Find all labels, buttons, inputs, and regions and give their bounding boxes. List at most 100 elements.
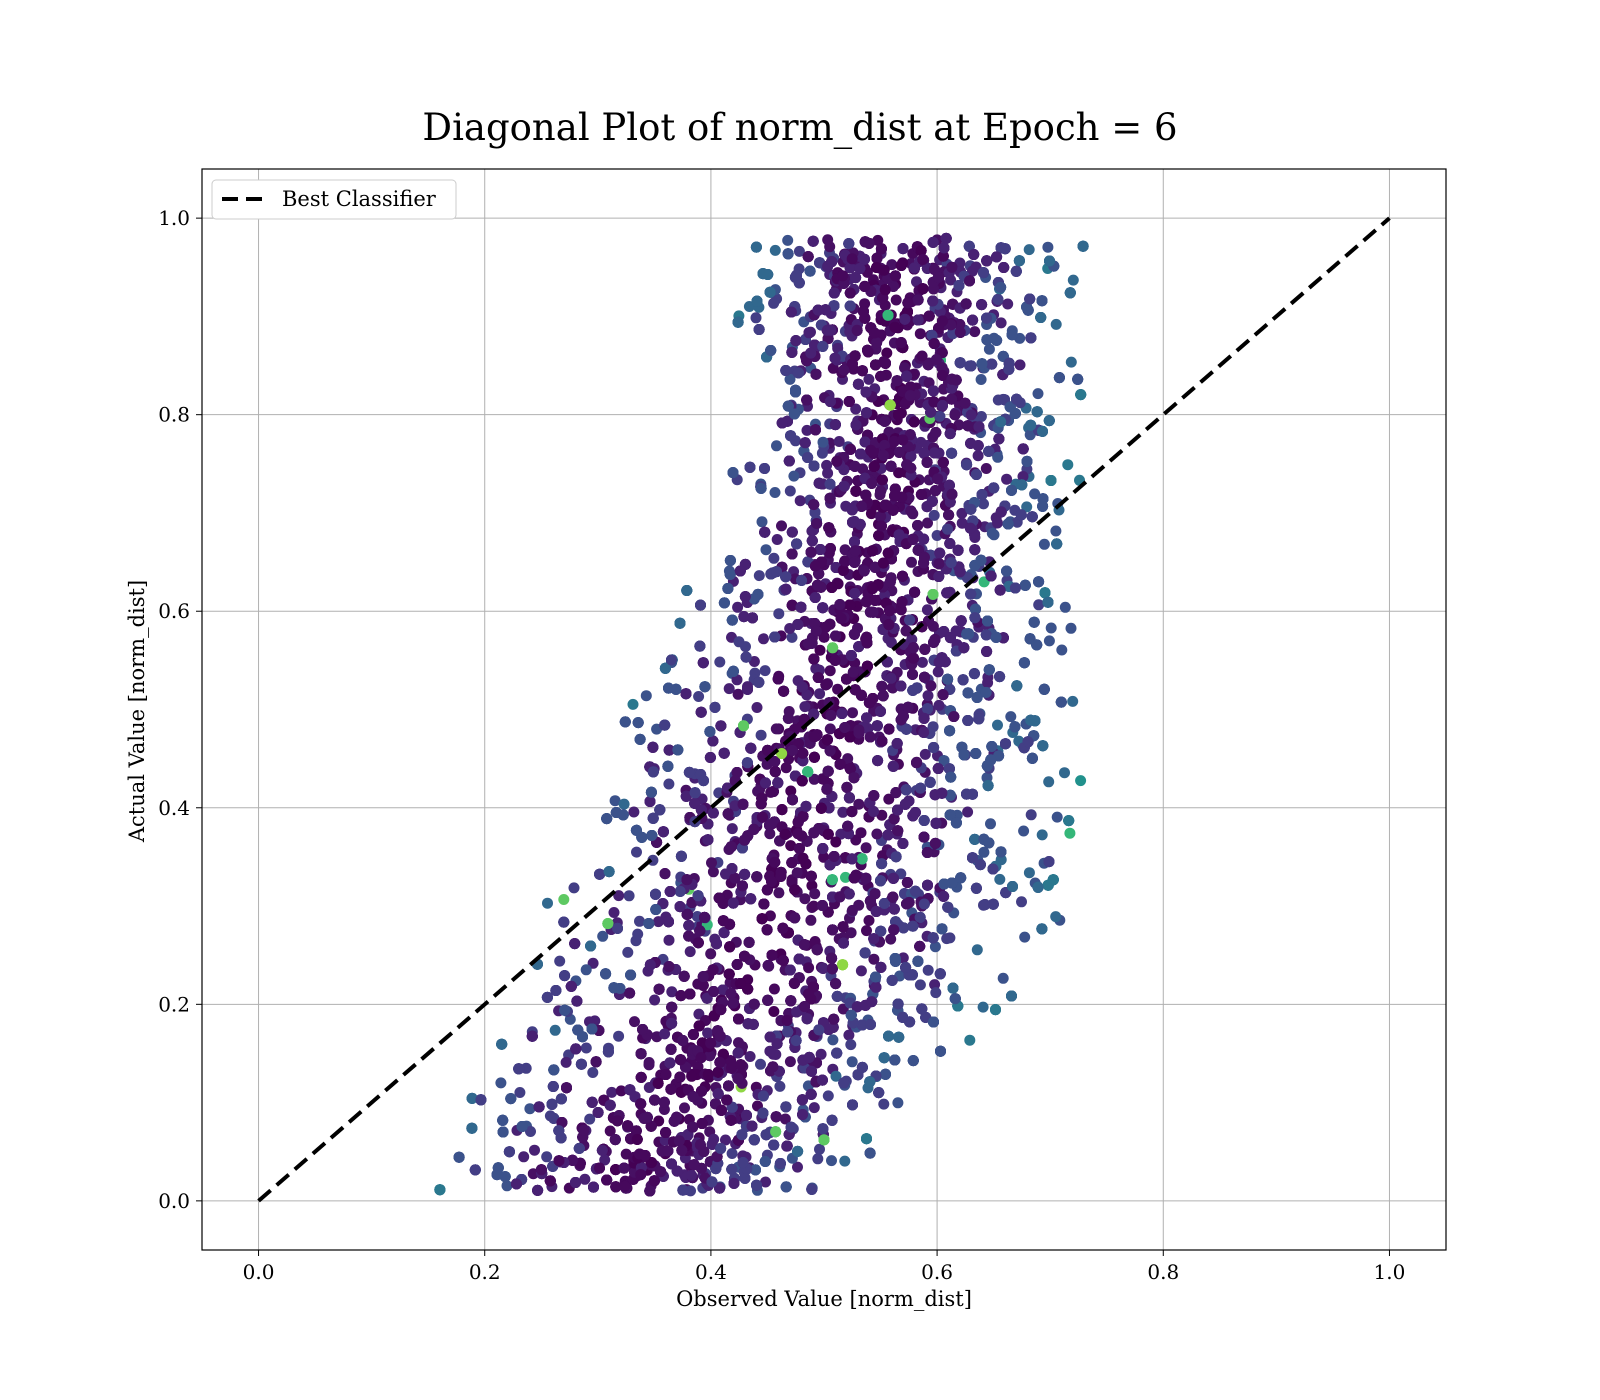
scatter-point <box>659 1028 670 1039</box>
scatter-point <box>782 235 793 246</box>
scatter-point <box>803 962 814 973</box>
scatter-point <box>628 699 639 710</box>
scatter-point <box>1050 911 1061 922</box>
scatter-point <box>518 1151 529 1162</box>
scatter-point <box>834 436 845 447</box>
scatter-point <box>579 1174 590 1185</box>
scatter-point <box>906 557 917 568</box>
scatter-point <box>781 762 792 773</box>
scatter-point <box>745 1051 756 1062</box>
scatter-point <box>773 887 784 898</box>
scatter-point <box>776 520 787 531</box>
scatter-point <box>569 882 580 893</box>
scatter-point <box>915 328 926 339</box>
scatter-point <box>771 723 782 734</box>
scatter-point <box>809 1102 820 1113</box>
scatter-point <box>989 529 1000 540</box>
scatter-point <box>978 1002 989 1013</box>
scatter-point <box>795 495 806 506</box>
scatter-point <box>774 1081 785 1092</box>
scatter-point <box>756 730 767 741</box>
scatter-point <box>981 463 992 474</box>
scatter-point <box>992 518 1003 529</box>
scatter-point <box>664 935 675 946</box>
scatter-points <box>434 233 1088 1197</box>
scatter-point <box>809 888 820 899</box>
scatter-point <box>814 1144 825 1155</box>
scatter-point <box>1016 896 1027 907</box>
scatter-point <box>752 702 763 713</box>
scatter-point <box>885 934 896 945</box>
scatter-point <box>773 608 784 619</box>
scatter-point <box>740 641 751 652</box>
scatter-point <box>847 1056 858 1067</box>
scatter-point <box>628 807 639 818</box>
scatter-point <box>799 701 810 712</box>
scatter-point <box>727 1148 738 1159</box>
scatter-point <box>861 842 872 853</box>
scatter-point <box>1043 776 1054 787</box>
scatter-point <box>768 1006 779 1017</box>
scatter-point <box>922 604 933 615</box>
scatter-point <box>524 1103 535 1114</box>
scatter-point <box>839 1156 850 1167</box>
scatter-point <box>597 931 608 942</box>
scatter-point <box>727 823 738 834</box>
scatter-point <box>751 312 762 323</box>
scatter-point <box>624 890 635 901</box>
scatter-point <box>1066 357 1077 368</box>
scatter-point <box>871 829 882 840</box>
scatter-point <box>714 657 725 668</box>
scatter-point <box>629 1016 640 1027</box>
scatter-point <box>1018 826 1029 837</box>
scatter-point <box>619 799 630 810</box>
scatter-point <box>760 665 771 676</box>
scatter-point <box>1066 623 1077 634</box>
scatter-point <box>772 534 783 545</box>
scatter-point <box>998 973 1009 984</box>
scatter-point <box>631 935 642 946</box>
scatter-point <box>812 1153 823 1164</box>
scatter-point <box>933 666 944 677</box>
scatter-point <box>825 665 836 676</box>
scatter-point <box>495 1077 506 1088</box>
scatter-point <box>962 807 973 818</box>
scatter-point <box>634 916 645 927</box>
scatter-point <box>1015 359 1026 370</box>
scatter-point <box>609 907 620 918</box>
scatter-point <box>1044 635 1055 646</box>
scatter-point <box>1056 645 1067 656</box>
scatter-point <box>1019 932 1030 943</box>
scatter-point <box>992 720 1003 731</box>
scatter-point <box>706 857 717 868</box>
scatter-point <box>541 1151 552 1162</box>
scatter-point <box>827 1034 838 1045</box>
scatter-point <box>1033 599 1044 610</box>
scatter-point <box>613 1031 624 1042</box>
scatter-point <box>863 374 874 385</box>
scatter-point <box>817 448 828 459</box>
scatter-point <box>982 677 993 688</box>
scatter-point <box>649 995 660 1006</box>
scatter-point <box>792 867 803 878</box>
scatter-point <box>1075 775 1086 786</box>
scatter-point <box>1051 319 1062 330</box>
scatter-point <box>1037 829 1048 840</box>
scatter-point <box>1033 388 1044 399</box>
scatter-point <box>1062 459 1073 470</box>
scatter-point <box>685 946 696 957</box>
scatter-point <box>923 690 934 701</box>
scatter-point <box>892 1097 903 1108</box>
scatter-point <box>1046 623 1057 634</box>
scatter-point <box>754 570 765 581</box>
scatter-point <box>550 1025 561 1036</box>
scatter-point <box>679 1102 690 1113</box>
scatter-point <box>826 1155 837 1166</box>
scatter-point <box>788 471 799 482</box>
scatter-point <box>502 1180 513 1191</box>
scatter-point <box>972 944 983 955</box>
scatter-point <box>514 1087 525 1098</box>
scatter-point <box>758 633 769 644</box>
chart-title: Diagonal Plot of norm_dist at Epoch = 6 <box>422 106 1177 150</box>
